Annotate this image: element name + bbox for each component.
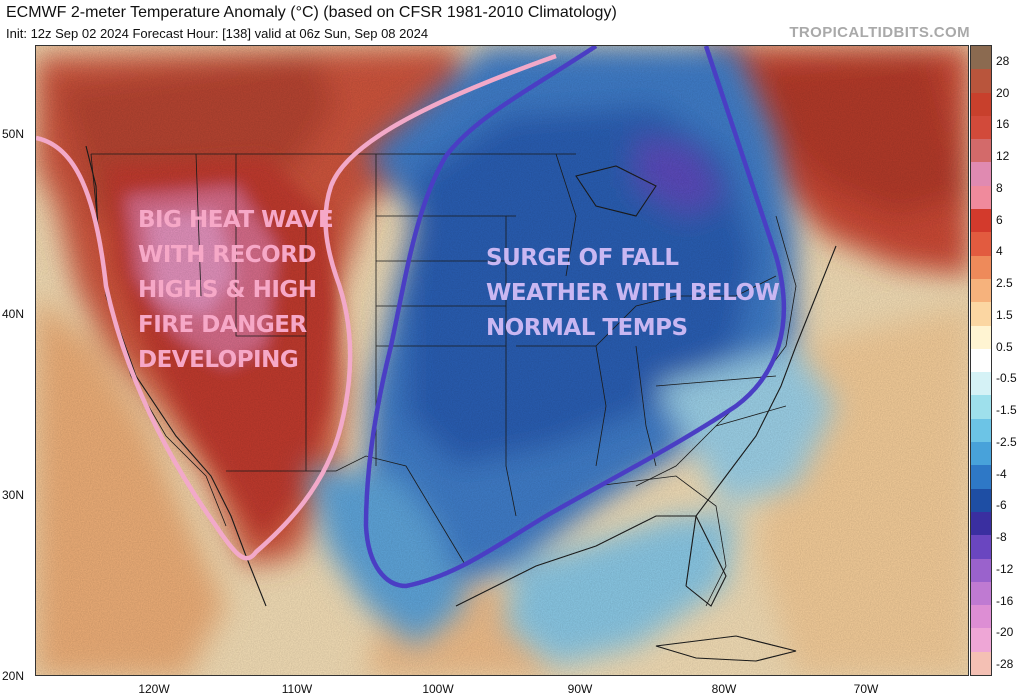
- color-scale-segment: [971, 232, 991, 256]
- lat-label-50n: 50N: [2, 127, 25, 141]
- coastlines: [85, 145, 837, 662]
- color-scale-label: 6: [996, 212, 1003, 227]
- color-scale-segment: [971, 418, 991, 443]
- lon-label-90w: 90W: [567, 682, 593, 696]
- field-texture: [36, 46, 968, 675]
- fall-weather-annotation: SURGE OF FALL WEATHER WITH BELOW NORMAL …: [486, 245, 780, 341]
- color-scale-label: 8: [996, 180, 1003, 195]
- color-scale-segment: [971, 581, 991, 606]
- heat-wave-outline: [36, 53, 557, 561]
- color-scale-label: -12: [996, 561, 1014, 576]
- color-scale-segment: [971, 278, 991, 303]
- lon-label-80w: 80W: [711, 682, 737, 696]
- color-scale-segment: [971, 465, 991, 489]
- color-scale-label: 1.5: [996, 307, 1013, 322]
- color-scale-label: 16: [996, 117, 1010, 132]
- color-scale-label: 20: [996, 85, 1010, 100]
- color-scale-label: 4: [996, 244, 1003, 259]
- color-scale-segment: [971, 162, 991, 186]
- color-scale-segment: [971, 255, 991, 279]
- lat-label-40n: 40N: [2, 307, 25, 321]
- color-scale-segment: [971, 92, 991, 116]
- lat-label-30n: 30N: [2, 488, 25, 502]
- lon-label-120w: 120W: [138, 682, 170, 696]
- color-scale-segment: [971, 348, 991, 373]
- map-title: ECMWF 2-meter Temperature Anomaly (°C) (…: [6, 4, 617, 21]
- color-scale-segment: [971, 651, 991, 676]
- color-scale-label: -20: [996, 625, 1014, 640]
- color-scale-label: -4: [996, 466, 1007, 481]
- color-scale-label: -8: [996, 530, 1007, 545]
- color-scale-segment: [971, 185, 991, 210]
- heat-wave-annotation: BIG HEAT WAVE WITH RECORD HIGHS & HIGH F…: [138, 207, 334, 373]
- color-scale-segment: [971, 628, 991, 652]
- map-subtitle: Init: 12z Sep 02 2024 Forecast Hour: [13…: [6, 26, 429, 41]
- color-scale-label: -16: [996, 593, 1014, 608]
- color-scale-label: -2.5: [996, 434, 1017, 449]
- color-scale-segment: [971, 139, 991, 163]
- color-scale-segment: [971, 325, 991, 349]
- color-scale-bar: [970, 45, 992, 676]
- color-scale-segment: [971, 395, 991, 419]
- map-canvas: [36, 46, 968, 675]
- color-scale-segment: [971, 115, 991, 140]
- color-scale-segment: [971, 558, 991, 582]
- color-scale-label: -1.5: [996, 403, 1017, 418]
- color-scale-label: -28: [996, 657, 1014, 671]
- color-scale-segment: [971, 302, 991, 326]
- lon-label-70w: 70W: [853, 682, 879, 696]
- color-scale-segment: [971, 535, 991, 559]
- anomaly-map: [35, 45, 969, 676]
- color-scale-labels: 28 20 16 12 8 6 4 2.5 1.5 0.5 -0.5 -1.5 -2.5 -4 -6 -8 -1…: [994, 45, 1024, 676]
- color-scale-label: 28: [996, 54, 1010, 68]
- color-scale-label: 12: [996, 149, 1010, 164]
- color-scale-segment: [971, 488, 991, 512]
- color-scale-label: 2.5: [996, 276, 1013, 291]
- color-scale-segment: [971, 209, 991, 233]
- lon-label-100w: 100W: [422, 682, 454, 696]
- color-scale-segment: [971, 511, 991, 536]
- color-scale-segment: [971, 605, 991, 629]
- color-scale-segment: [971, 372, 991, 396]
- political-boundaries: [90, 153, 797, 607]
- cold-surge-outline: [363, 46, 787, 589]
- color-scale-segment: [971, 442, 991, 466]
- color-scale-label: -0.5: [996, 371, 1017, 386]
- color-scale-label: -6: [996, 498, 1007, 513]
- lon-label-110w: 110W: [281, 682, 313, 696]
- brand-watermark: TROPICALTIDBITS.COM: [789, 24, 970, 41]
- lat-label-20n: 20N: [2, 669, 25, 683]
- color-scale-label: 0.5: [996, 339, 1013, 354]
- color-scale-segment: [971, 46, 991, 70]
- color-scale-segment: [971, 69, 991, 93]
